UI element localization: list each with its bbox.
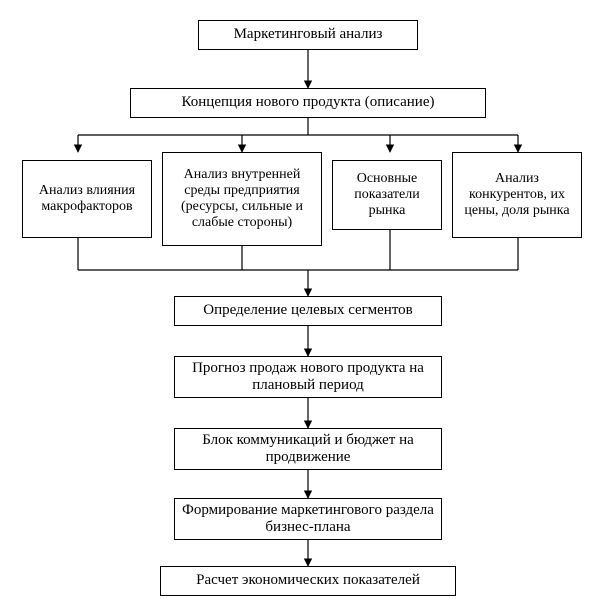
flowchart-node-n8: Прогноз продаж нового продукта на планов… [174,356,442,398]
flowchart-node-label: Основные показатели рынка [337,171,437,219]
flowchart-node-label: Анализ конкурентов, их цены, доля рынка [457,171,577,219]
flowchart-node-n7: Определение целевых сегментов [174,296,442,326]
flowchart-node-n9: Блок коммуникаций и бюджет на продвижени… [174,428,442,470]
flowchart-node-label: Концепция нового продукта (описание) [182,94,435,111]
flowchart-node-label: Формирование маркетингового раздела бизн… [179,502,437,537]
flowchart-node-n2: Концепция нового продукта (описание) [130,88,486,118]
flowchart-node-n3: Анализ влияния макрофакторов [22,160,152,238]
flowchart-node-label: Прогноз продаж нового продукта на планов… [179,360,437,395]
flowchart-node-label: Определение целевых сегментов [203,302,413,319]
flowchart-node-n11: Расчет экономических показателей [160,566,456,596]
flowchart-node-label: Анализ влияния макрофакторов [27,183,147,215]
flowchart-node-n1: Маркетинговый анализ [198,20,418,50]
flowchart-node-label: Блок коммуникаций и бюджет на продвижени… [179,432,437,467]
flowchart-node-n6: Анализ конкурентов, их цены, доля рынка [452,152,582,238]
flowchart-node-n5: Основные показатели рынка [332,160,442,230]
flowchart-node-label: Расчет экономических показателей [196,572,420,589]
flowchart-node-n10: Формирование маркетингового раздела бизн… [174,498,442,540]
flowchart-node-n4: Анализ внутренней среды предприятия (рес… [162,152,322,246]
flowchart-node-label: Маркетинговый анализ [234,26,383,43]
flowchart-node-label: Анализ внутренней среды предприятия (рес… [167,167,317,231]
flowchart-canvas: Маркетинговый анализ Концепция нового про… [0,0,616,599]
